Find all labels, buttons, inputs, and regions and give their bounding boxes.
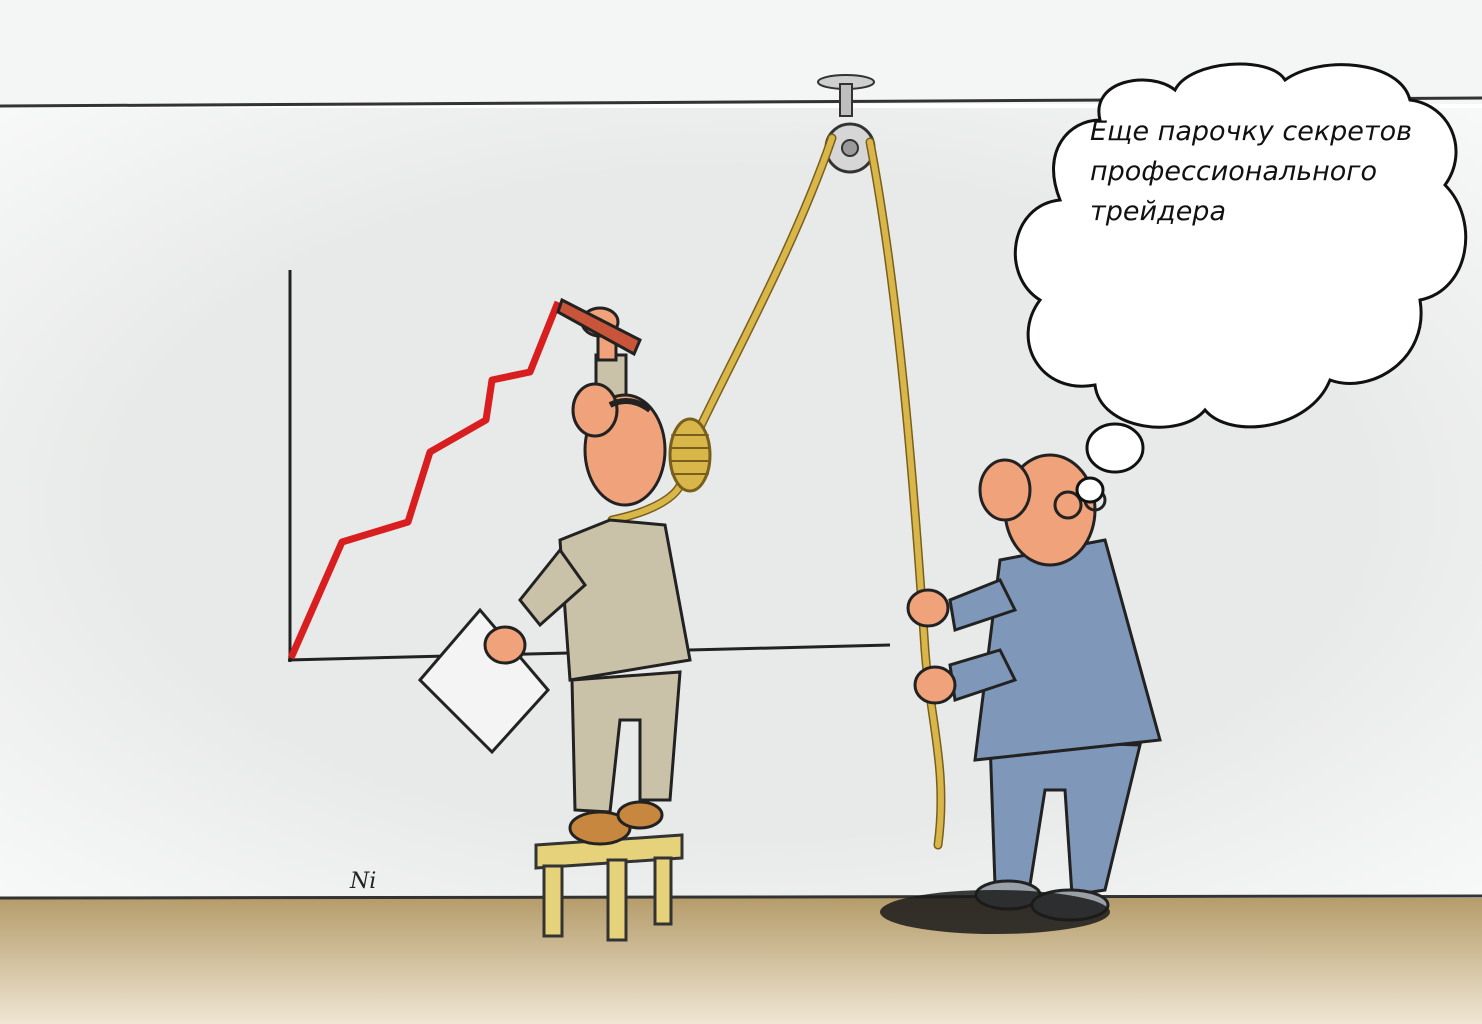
thought-line-1: Еще парочку секретов [1090,116,1413,147]
thought-bubble [1013,62,1468,504]
stool [534,833,684,942]
floor [0,898,1482,1024]
rising-chart-line [287,300,562,660]
artist-signature: Ni [349,869,376,894]
thought-line-3: трейдера [1090,196,1226,227]
thought-line-2: профессионального [1090,156,1378,187]
ceiling-pulley [817,74,876,174]
thought-bubble-text: Еще парочку секретов профессионального т… [1090,112,1440,232]
rope [607,133,946,850]
man-on-stool [417,297,692,846]
man-pulling-rope [880,453,1162,934]
